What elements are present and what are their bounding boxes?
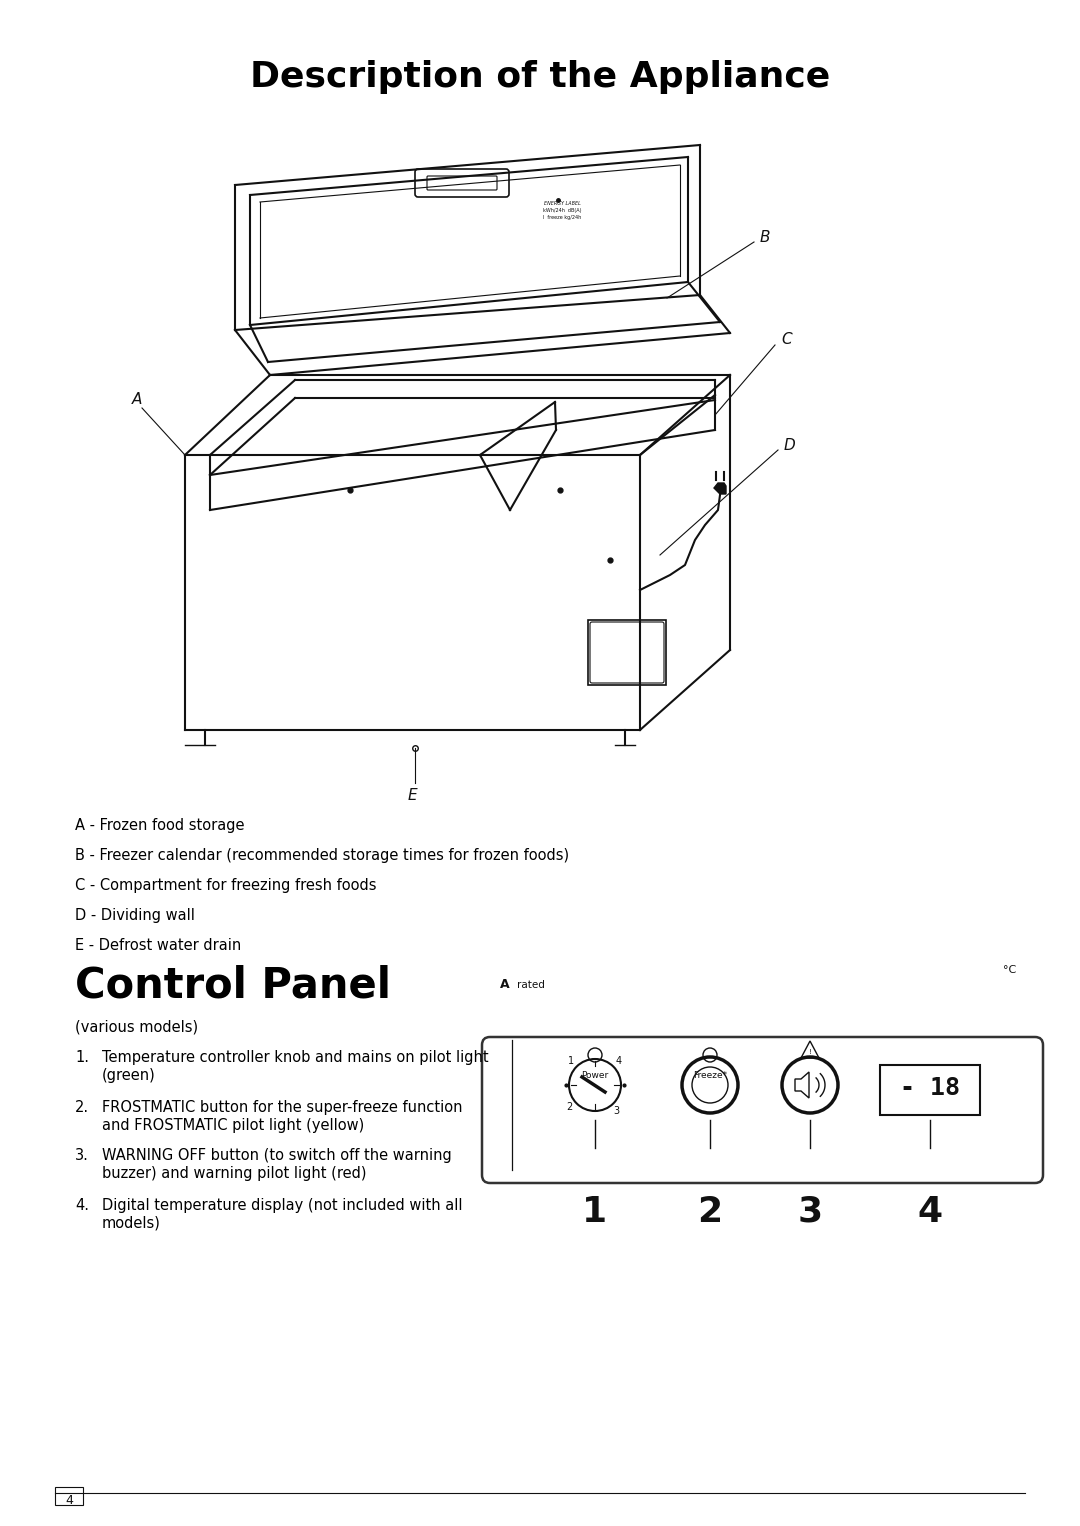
Bar bbox=[880, 1065, 980, 1116]
Text: 2: 2 bbox=[698, 1195, 723, 1228]
Text: E - Defrost water drain: E - Defrost water drain bbox=[75, 938, 241, 954]
Text: FROSTMATIC button for the super-freeze function: FROSTMATIC button for the super-freeze f… bbox=[102, 1100, 462, 1116]
Text: 1.: 1. bbox=[75, 1050, 89, 1065]
Text: Temperature controller knob and mains on pilot light: Temperature controller knob and mains on… bbox=[102, 1050, 488, 1065]
Text: 4: 4 bbox=[616, 1056, 622, 1067]
Text: and FROSTMATIC pilot light (yellow): and FROSTMATIC pilot light (yellow) bbox=[102, 1119, 364, 1132]
Text: !: ! bbox=[809, 1048, 811, 1054]
Text: (various models): (various models) bbox=[75, 1019, 198, 1035]
Bar bbox=[55, 1486, 83, 1505]
Text: D - Dividing wall: D - Dividing wall bbox=[75, 908, 194, 923]
Text: 1: 1 bbox=[582, 1195, 608, 1228]
Text: Power: Power bbox=[581, 1071, 609, 1080]
Text: C: C bbox=[781, 333, 792, 348]
Text: rated: rated bbox=[517, 980, 545, 990]
Text: buzzer) and warning pilot light (red): buzzer) and warning pilot light (red) bbox=[102, 1166, 366, 1181]
Text: l  freeze kg/24h: l freeze kg/24h bbox=[543, 215, 581, 220]
Text: A: A bbox=[500, 978, 510, 992]
Text: B - Freezer calendar (recommended storage times for frozen foods): B - Freezer calendar (recommended storag… bbox=[75, 848, 569, 864]
Text: 2.: 2. bbox=[75, 1100, 90, 1116]
FancyBboxPatch shape bbox=[427, 175, 497, 191]
Text: Digital temperature display (not included with all: Digital temperature display (not include… bbox=[102, 1198, 462, 1213]
FancyBboxPatch shape bbox=[482, 1038, 1043, 1183]
Text: A: A bbox=[132, 392, 143, 407]
Text: WARNING OFF button (to switch off the warning: WARNING OFF button (to switch off the wa… bbox=[102, 1148, 451, 1163]
Text: kWh/24h  dB(A): kWh/24h dB(A) bbox=[543, 208, 581, 214]
Text: 4.: 4. bbox=[75, 1198, 89, 1213]
Text: 3: 3 bbox=[613, 1106, 620, 1116]
Text: 4: 4 bbox=[65, 1494, 73, 1508]
Text: C - Compartment for freezing fresh foods: C - Compartment for freezing fresh foods bbox=[75, 877, 377, 893]
Text: 1: 1 bbox=[568, 1056, 575, 1067]
Text: (green): (green) bbox=[102, 1068, 156, 1083]
Text: 3.: 3. bbox=[75, 1148, 89, 1163]
Text: D: D bbox=[784, 438, 796, 453]
Text: °C: °C bbox=[1003, 964, 1016, 975]
Text: B: B bbox=[760, 230, 770, 246]
Bar bbox=[588, 620, 666, 685]
Text: 3: 3 bbox=[797, 1195, 823, 1228]
Text: models): models) bbox=[102, 1216, 161, 1231]
Polygon shape bbox=[714, 484, 726, 494]
FancyBboxPatch shape bbox=[415, 169, 509, 197]
Text: A - Frozen food storage: A - Frozen food storage bbox=[75, 818, 244, 833]
Text: 4: 4 bbox=[917, 1195, 943, 1228]
Text: ENERGY LABEL: ENERGY LABEL bbox=[543, 201, 580, 206]
Text: Description of the Appliance: Description of the Appliance bbox=[249, 60, 831, 95]
Text: - 18: - 18 bbox=[900, 1076, 960, 1100]
Text: Control Panel: Control Panel bbox=[75, 964, 391, 1007]
FancyBboxPatch shape bbox=[590, 623, 664, 684]
Text: 2: 2 bbox=[566, 1102, 572, 1112]
Text: E: E bbox=[408, 787, 418, 803]
Text: Freeze*: Freeze* bbox=[693, 1071, 727, 1080]
